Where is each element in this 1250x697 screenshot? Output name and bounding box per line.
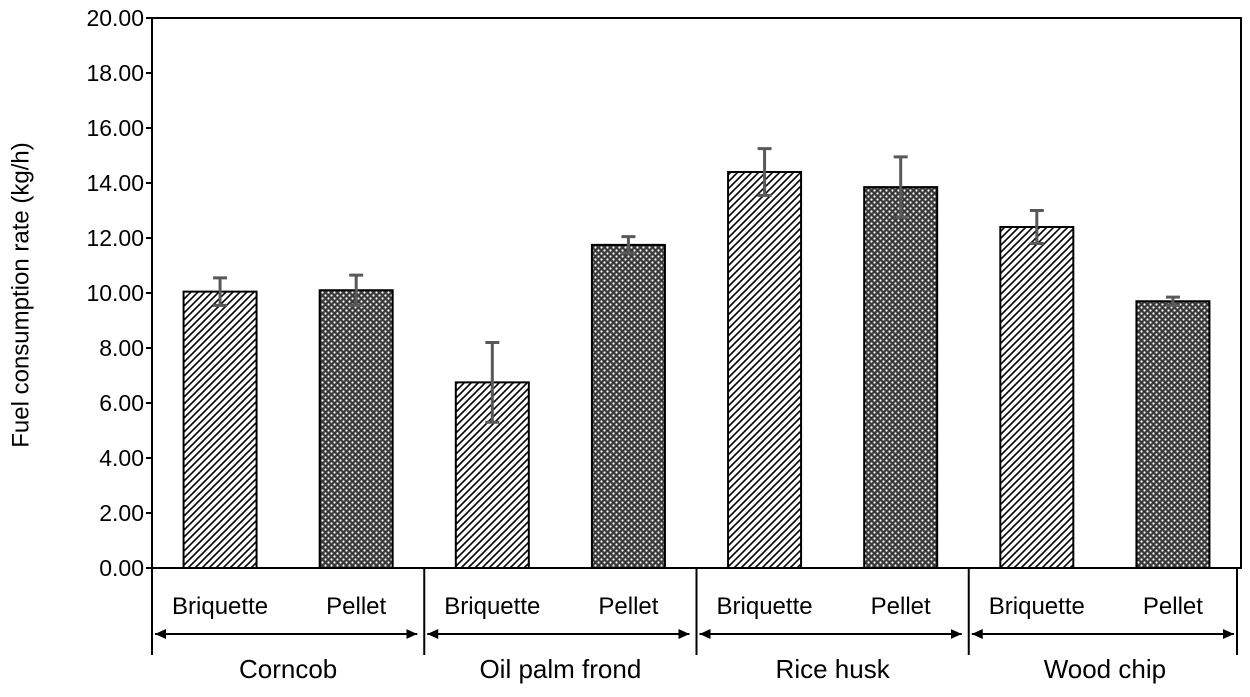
plot-frame [151,17,1242,569]
y-tick-label: 2.00 [99,500,144,526]
x-category-label: Briquette [989,593,1085,620]
bar [182,290,258,569]
y-tick-label: 16.00 [86,115,144,141]
y-tick-label: 14.00 [86,170,144,196]
y-tick-label: 8.00 [99,335,144,361]
group-label: Oil palm frond [479,654,641,684]
x-category-label: Briquette [172,593,268,620]
x-category-label: Pellet [871,593,931,620]
y-axis-label-text: Fuel consumption rate (kg/h) [8,142,36,448]
x-category-label: Pellet [326,593,386,620]
x-category-label: Pellet [1143,593,1203,620]
x-category-label: Briquette [717,593,813,620]
y-tick-label: 10.00 [86,280,144,306]
bar [590,243,666,569]
y-tick-label: 12.00 [86,225,144,251]
y-tick-label: 6.00 [99,390,144,416]
y-tick-label: 18.00 [86,60,144,86]
group-label: Wood chip [1044,654,1166,684]
bar [727,171,803,569]
x-category-label: Pellet [598,593,658,620]
group-label: Rice husk [776,654,891,684]
y-tick-label: 0.00 [99,555,144,581]
x-category-label: Briquette [444,593,540,620]
bar [863,186,939,569]
bar [999,226,1075,569]
y-tick-label: 20.00 [86,5,144,31]
group-label: Corncob [239,654,337,684]
bar [318,289,394,569]
y-tick-label: 4.00 [99,445,144,471]
y-axis-label: Fuel consumption rate (kg/h) [4,0,40,590]
bar [1135,300,1211,569]
